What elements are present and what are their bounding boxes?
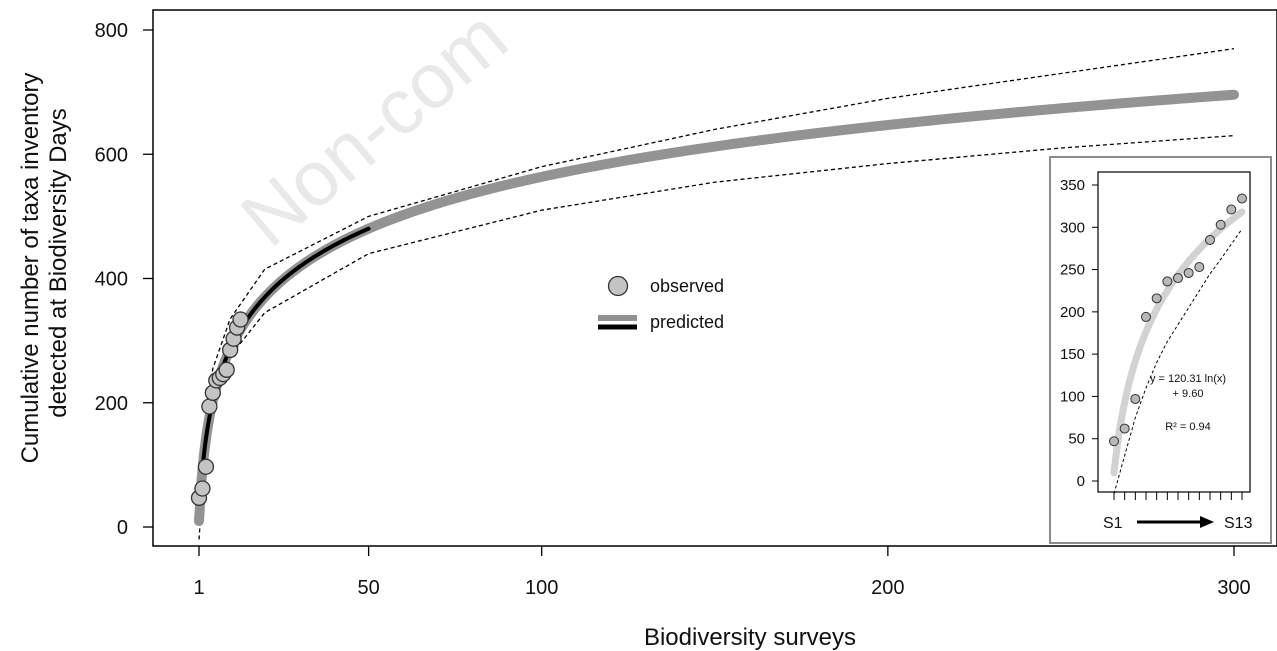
x-axis-title: Biodiversity surveys xyxy=(644,624,856,651)
inset-panel: 0 50 100 150 200 250 300 350 y = 120.31 ln(x) +… xyxy=(1049,156,1272,544)
inset-observed-point xyxy=(1151,293,1162,304)
y-tick-label: 400 xyxy=(95,269,128,291)
inset-x-axis xyxy=(1113,492,1243,500)
inset-y-tick-label: 150 xyxy=(1060,346,1085,363)
inset-x-end-label: S13 xyxy=(1224,515,1253,532)
x-tick-label: 200 xyxy=(871,577,904,599)
x-tick-label: 300 xyxy=(1217,577,1250,599)
inset-sequence-arrowhead xyxy=(1200,516,1214,528)
predicted-gray-line xyxy=(194,89,1239,527)
inset-y-tick-label: 50 xyxy=(1068,431,1085,448)
inset-observed-point xyxy=(1130,393,1141,404)
inset-lower-bound xyxy=(1113,228,1243,494)
inset-observed-point xyxy=(1215,219,1226,230)
inset-equation-line-1: y = 120.31 ln(x) xyxy=(1150,373,1226,385)
inset-observed-point xyxy=(1141,311,1151,322)
inset-observed-point xyxy=(1205,234,1215,245)
y-axis-title-line-1: Cumulative number of taxa inventory xyxy=(17,73,44,464)
inset-observed-points xyxy=(1109,193,1247,447)
y-axis: 0 200 400 600 800 xyxy=(95,20,153,539)
inset-observed-point xyxy=(1162,276,1173,287)
inset-r-squared: R² = 0.94 xyxy=(1165,421,1211,433)
inset-observed-point xyxy=(1226,204,1237,215)
observed-point xyxy=(194,480,211,497)
inset-y-tick-label: 0 xyxy=(1077,473,1085,490)
inset-observed-point xyxy=(1237,193,1247,204)
observed-point xyxy=(201,398,218,415)
inset-y-tick-label: 300 xyxy=(1060,219,1085,236)
inset-observed-point xyxy=(1109,436,1119,447)
inset-observed-point xyxy=(1119,423,1130,434)
inset-y-tick-label: 200 xyxy=(1060,304,1085,321)
x-tick-label: 50 xyxy=(357,577,379,599)
lower-bound-dashed-line xyxy=(198,134,1235,540)
observed-point xyxy=(232,311,249,328)
legend-observed-label: observed xyxy=(650,276,724,296)
observed-points xyxy=(190,311,249,506)
inset-observed-point xyxy=(1194,262,1205,273)
inset-y-tick-label: 350 xyxy=(1060,177,1085,194)
inset-equation-line-2: + 9.60 xyxy=(1173,388,1204,400)
inset-observed-point xyxy=(1183,267,1194,278)
x-axis: 1 50 100 200 300 xyxy=(193,546,1251,599)
inset-observed-point xyxy=(1173,273,1183,284)
observed-point xyxy=(218,361,235,378)
inset-y-tick-label: 250 xyxy=(1060,262,1085,279)
y-tick-label: 0 xyxy=(117,517,128,539)
legend-predicted-label: predicted xyxy=(650,312,724,332)
y-tick-label: 200 xyxy=(95,393,128,415)
inset-y-axis: 0 50 100 150 200 250 300 350 xyxy=(1060,177,1098,490)
inset-x-start-label: S1 xyxy=(1103,515,1123,532)
observed-point xyxy=(197,458,215,475)
x-tick-label: 1 xyxy=(193,577,204,599)
legend-observed-marker xyxy=(607,275,629,297)
inset-y-tick-label: 100 xyxy=(1060,388,1085,405)
inset-plot-frame xyxy=(1097,171,1251,493)
x-tick-label: 100 xyxy=(525,577,558,599)
legend: observed predicted xyxy=(598,275,724,332)
y-axis-title-line-2: detected at Biodiversity Days xyxy=(45,108,72,417)
y-tick-label: 600 xyxy=(95,144,128,166)
y-tick-label: 800 xyxy=(95,20,128,42)
